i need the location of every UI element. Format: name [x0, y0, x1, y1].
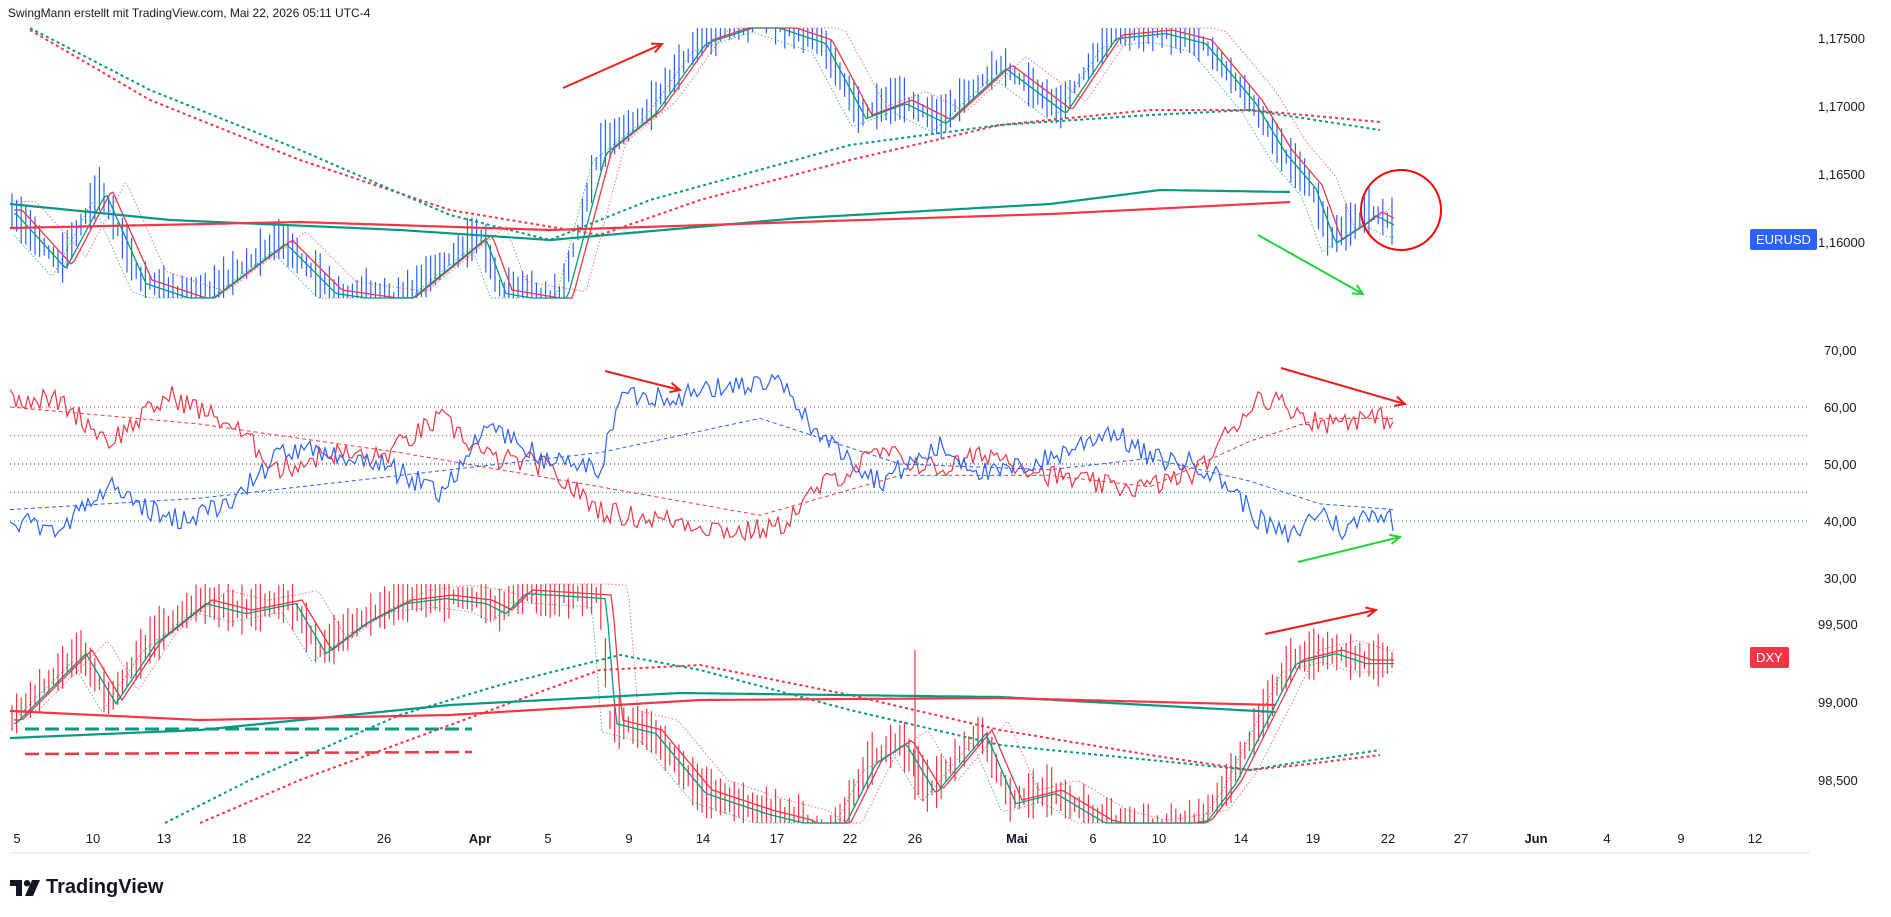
tradingview-logo-text: TradingView	[46, 876, 164, 898]
time-axis-tick-label: 6	[1089, 831, 1096, 846]
eurusd-circle-marker	[1360, 169, 1442, 251]
eurusd-envelope-red	[14, 27, 1395, 293]
time-axis-tick-label: 22	[1381, 831, 1395, 846]
time-axis-tick-label: 5	[544, 831, 551, 846]
time-axis-tick-label: 5	[13, 831, 20, 846]
time-axis-tick-label: Mai	[1006, 831, 1028, 846]
time-axis-tick-label: Jun	[1524, 831, 1547, 846]
dxy-sma-slow-red	[199, 663, 1381, 824]
rsi-arrow-down-red-2-head	[1393, 395, 1408, 407]
dxy-ema-fast-green	[13, 593, 1394, 824]
eurusd-ema-fast-red	[14, 27, 1395, 299]
chart-attribution: SwingMann erstellt mit TradingView.com, …	[8, 6, 371, 20]
eurusd-y-tick-label: 1,17500	[1818, 31, 1865, 46]
time-axis-tick-label: 12	[1748, 831, 1762, 846]
eurusd-arrow-down-green	[1257, 234, 1364, 295]
rsi-arrow-down-red-1	[604, 370, 681, 391]
dxy-arrow-up-red	[1264, 609, 1377, 635]
eurusd-y-tick-label: 1,16500	[1818, 167, 1865, 182]
rsi-ma-eurusd	[9, 417, 1396, 511]
eurusd-pane[interactable]	[9, 27, 1442, 299]
time-axis-tick-label: 22	[843, 831, 857, 846]
time-axis-tick-label: 19	[1306, 831, 1320, 846]
eurusd-y-tick-label: 1,16000	[1818, 235, 1865, 250]
dxy-y-tick-label: 99,500	[1818, 617, 1858, 632]
eurusd-sma-slow-green	[29, 27, 1381, 242]
time-axis-tick-label: 22	[297, 831, 311, 846]
time-axis-tick-label: Apr	[469, 831, 491, 846]
rsi-arrow-down-red-2	[1280, 367, 1406, 405]
time-axis-tick-label: 9	[625, 831, 632, 846]
dxy-envelope-green	[13, 601, 1394, 824]
time-axis-tick-label: 14	[696, 831, 710, 846]
time-axis-tick-label: 18	[232, 831, 246, 846]
dxy-price-badge: DXY	[1750, 647, 1789, 668]
rsi-y-tick-label: 60,00	[1824, 400, 1857, 415]
dxy-arrow-up-red-head	[1365, 606, 1379, 618]
time-axis-tick-label: 13	[157, 831, 171, 846]
dxy-envelope-red	[14, 583, 1394, 824]
eurusd-ema-fast-green	[13, 27, 1395, 299]
rsi-arrow-up-green-head	[1389, 533, 1403, 545]
eurusd-y-tick-label: 1,17000	[1818, 99, 1865, 114]
time-axis-tick-label: 4	[1603, 831, 1610, 846]
rsi-y-tick-label: 70,00	[1824, 343, 1857, 358]
time-axis-tick-label: 9	[1677, 831, 1684, 846]
tradingview-logo[interactable]: TradingView	[10, 876, 163, 899]
tradingview-logo-icon	[10, 879, 40, 896]
dxy-sma-long-red	[9, 696, 1276, 722]
rsi-line-eurusd	[9, 373, 1394, 543]
eurusd-price-badge: EURUSD	[1750, 229, 1817, 250]
time-axis-tick-label: 26	[908, 831, 922, 846]
eurusd-arrow-up-red	[562, 43, 663, 89]
time-axis-tick-label: 10	[86, 831, 100, 846]
time-axis-tick-label: 26	[377, 831, 391, 846]
dxy-pane[interactable]	[9, 583, 1394, 824]
rsi-line-dxy	[9, 386, 1394, 542]
eurusd-envelope-green	[13, 31, 1394, 299]
time-axis-tick-label: 10	[1152, 831, 1166, 846]
price-axis[interactable]: 1,17500 1,17000 1,16500 1,16000 70,00 60,00 50…	[1818, 31, 1865, 788]
time-axis-tick-label: 17	[770, 831, 784, 846]
time-axis-tick-label: 14	[1234, 831, 1248, 846]
rsi-arrow-down-red-1-head	[669, 382, 683, 394]
time-axis[interactable]: 5 10 13 18 22 26 Apr 5 9 14 17 22 26 Mai 6 10 14 19 22 27 Ju…	[10, 831, 1810, 854]
rsi-arrow-up-green	[1297, 536, 1401, 563]
rsi-pane[interactable]	[9, 367, 1810, 563]
eurusd-sma-long-green	[9, 188, 1291, 242]
eurusd-arrow-down-green-head	[1351, 284, 1366, 296]
eurusd-sma-long-red	[9, 200, 1291, 232]
dxy-y-tick-label: 99,000	[1818, 695, 1858, 710]
rsi-y-tick-label: 50,00	[1824, 457, 1857, 472]
dxy-y-tick-label: 98,500	[1818, 773, 1858, 788]
dxy-level-line-red	[24, 750, 473, 756]
rsi-y-tick-label: 40,00	[1824, 514, 1857, 529]
eurusd-arrow-up-red-head	[650, 42, 665, 54]
time-axis-tick-label: 27	[1454, 831, 1468, 846]
eurusd-sma-slow-red	[29, 29, 1381, 237]
rsi-y-tick-label: 30,00	[1824, 571, 1857, 586]
rsi-ma-dxy	[9, 406, 1395, 516]
